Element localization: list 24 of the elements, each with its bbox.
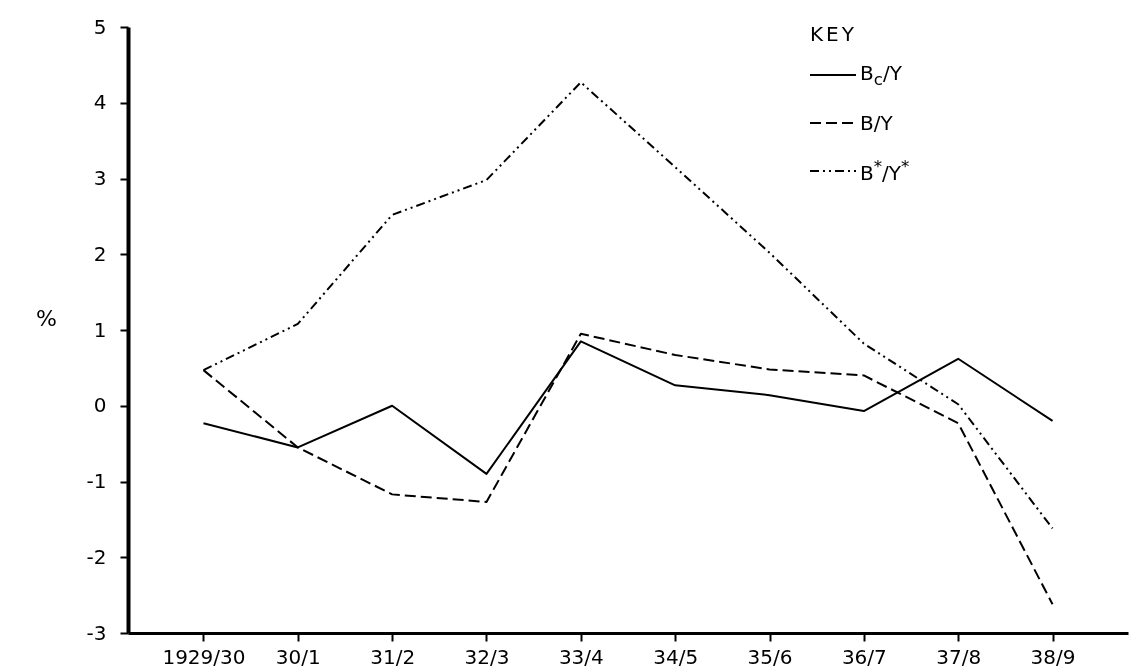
y-tick-label: 5 [93, 14, 107, 39]
x-tick-label: 32/3 [464, 644, 510, 669]
y-tick-label: -2 [86, 544, 107, 569]
x-tick-label: 38/9 [1030, 644, 1076, 669]
y-tick-label: 4 [93, 90, 107, 115]
y-tick-label: 3 [93, 166, 107, 190]
legend-title: KEY [810, 22, 858, 46]
x-tick-label: 33/4 [558, 644, 604, 669]
y-tick-label: 0 [93, 393, 107, 418]
y-tick-label: 1 [93, 317, 107, 342]
x-tick-label: 35/6 [747, 644, 793, 669]
y-tick-label: 2 [93, 241, 107, 266]
y-tick-label: -3 [86, 620, 107, 645]
x-tick-label: 30/1 [275, 644, 321, 669]
x-tick-label: 37/8 [936, 644, 982, 669]
x-tick-label: 36/7 [841, 644, 887, 669]
x-tick-label: 31/2 [370, 644, 416, 669]
x-tick-label: 1929/30 [162, 644, 246, 669]
x-tick-label: 34/5 [653, 644, 699, 669]
legend-label: B/Y [860, 111, 893, 135]
legend-label: B$^{*}$/Y$^{*}$ [860, 157, 910, 185]
y-axis-title: % [36, 305, 58, 331]
legend-label: B$_{c}$/Y [860, 61, 902, 89]
y-tick-label: -1 [86, 469, 107, 493]
